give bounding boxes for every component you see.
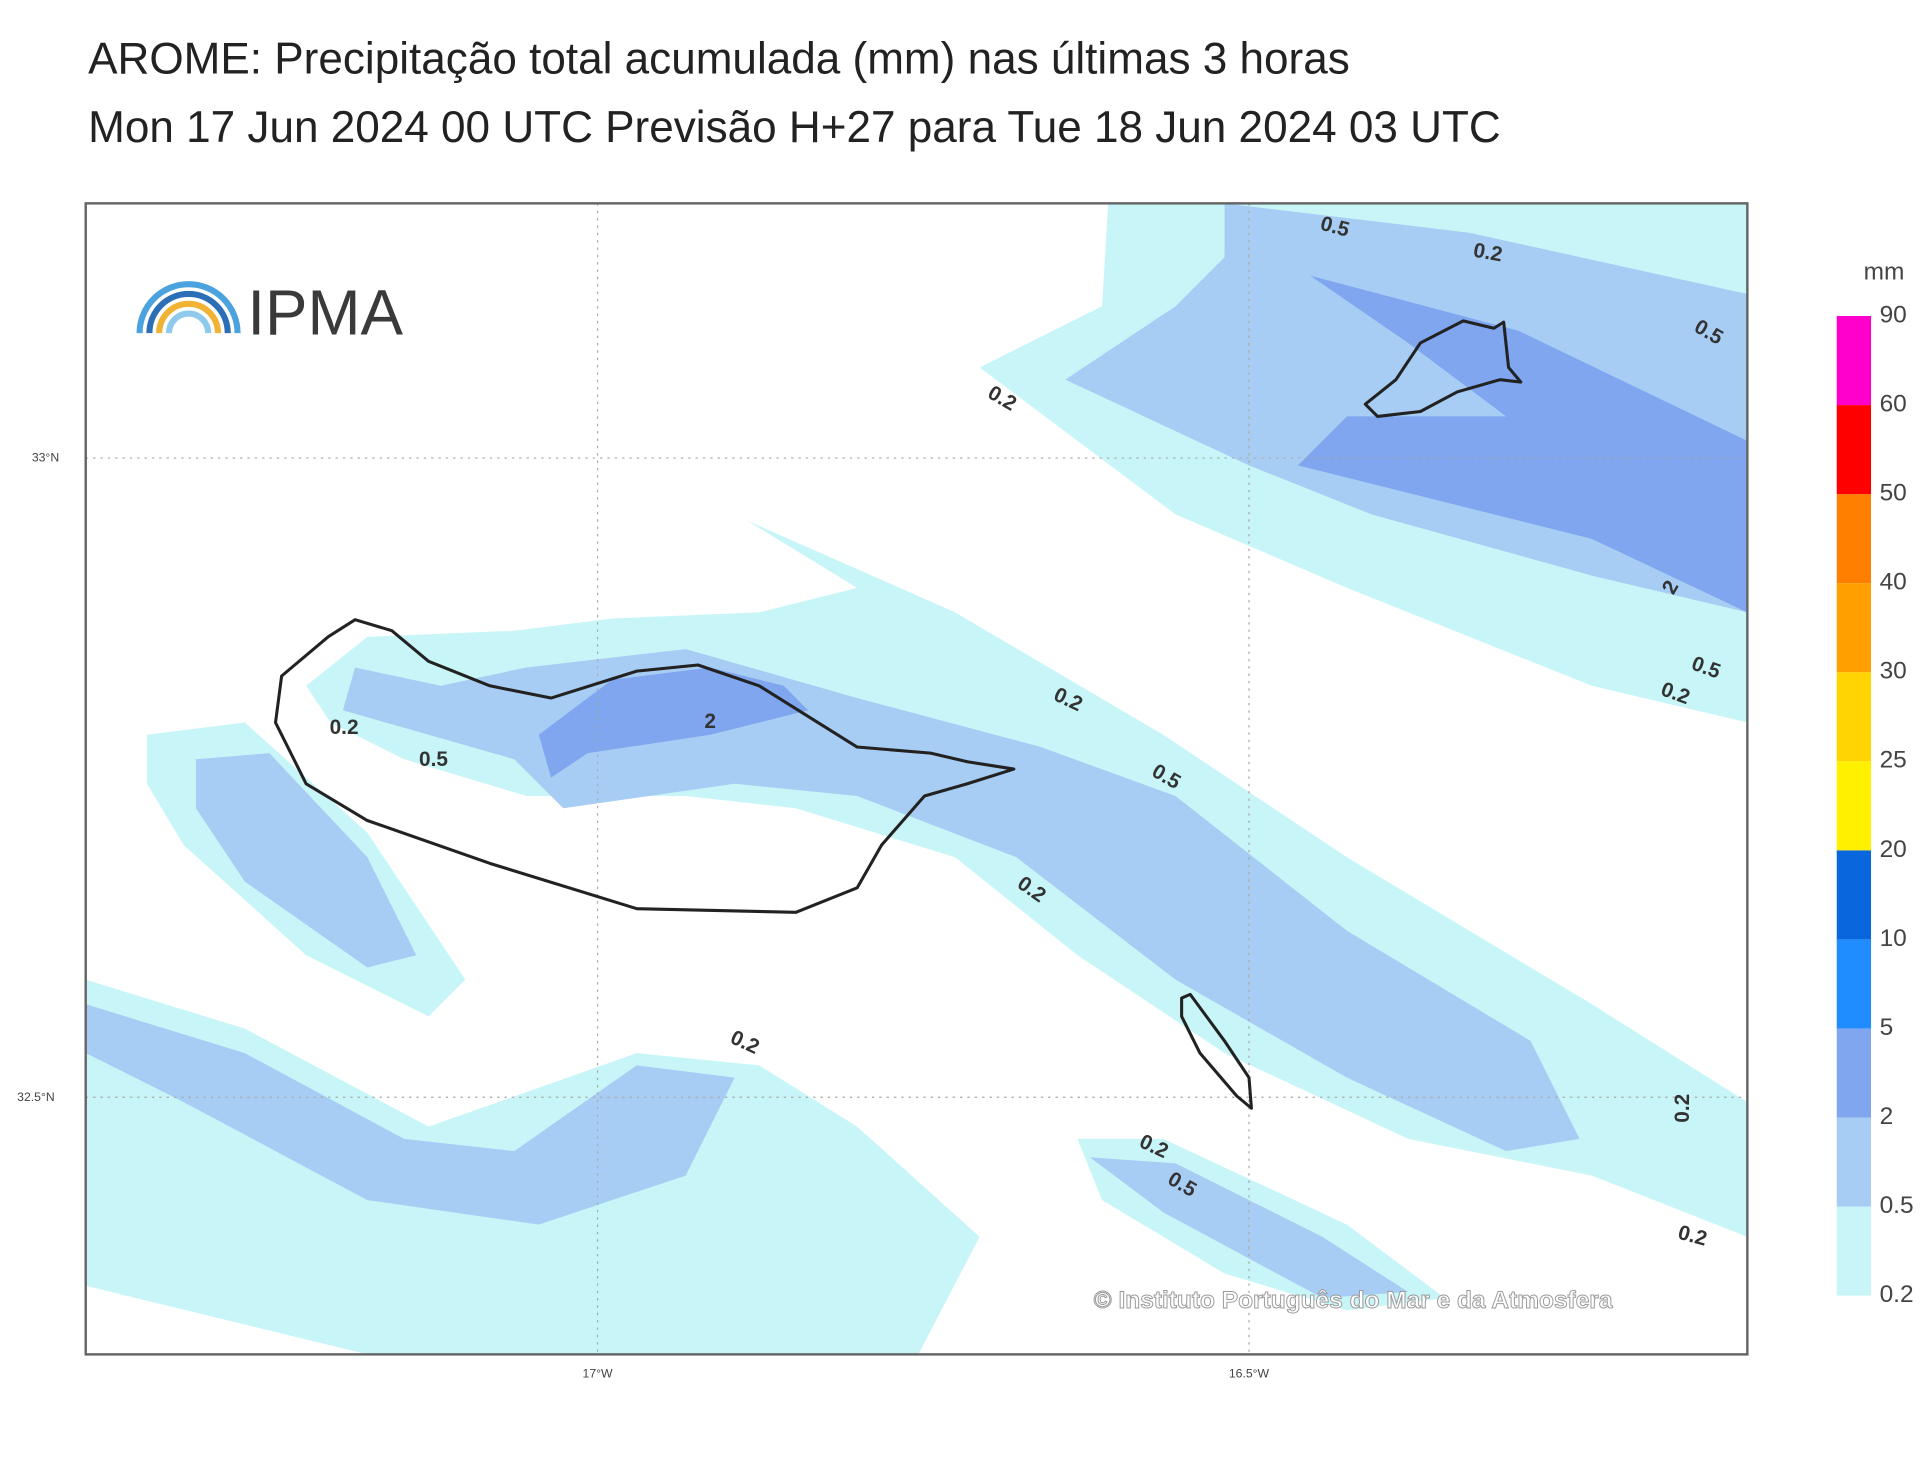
colorbar-segment: [1836, 939, 1872, 1029]
colorbar-label: 5: [1880, 1014, 1894, 1041]
colorbar-label: 50: [1880, 480, 1907, 507]
logo-text: IPMA: [247, 277, 403, 348]
colorbar-segment: [1836, 316, 1872, 406]
title: AROME: Precipitação total acumulada (mm)…: [88, 35, 1350, 84]
colorbar-label: 60: [1880, 391, 1907, 418]
lon-label: 17°W: [583, 1367, 614, 1381]
colorbar-label: 20: [1880, 836, 1907, 863]
colorbar-segment: [1836, 1206, 1872, 1296]
lon-label: 16.5°W: [1229, 1367, 1270, 1381]
colorbar-segment: [1836, 1028, 1872, 1118]
coastline: [273, 319, 1523, 1110]
colorbar-label: 2: [1880, 1103, 1894, 1130]
colorbar-label: 0.2: [1880, 1281, 1914, 1308]
colorbar-label: 40: [1880, 569, 1907, 596]
contour-label: 0.2: [1472, 239, 1504, 267]
lat-label: 33°N: [32, 451, 59, 465]
colorbar-segment: [1836, 494, 1872, 584]
copyright: © Instituto Português do Mar e da Atmosf…: [1094, 1287, 1613, 1314]
colorbar-label: 0.5: [1880, 1192, 1914, 1219]
map: IPMA 33°N 32.5°N 17°W 16.5°W © Instituto…: [17, 202, 1749, 1381]
colorbar-segment: [1836, 405, 1872, 495]
colorbar-label: 90: [1880, 301, 1907, 328]
colorbar-unit: mm: [1864, 259, 1905, 286]
colorbar-segment: [1836, 583, 1872, 673]
contour-label: 0.5: [419, 748, 448, 771]
contour-label: 0.2: [330, 716, 359, 739]
colorbar-label: 25: [1880, 747, 1907, 774]
subtitle: Mon 17 Jun 2024 00 UTC Previsão H+27 par…: [88, 103, 1501, 152]
ipma-logo: [136, 281, 241, 334]
colorbar-segment: [1836, 761, 1872, 851]
colorbar-segment: [1836, 850, 1872, 940]
lat-label: 32.5°N: [17, 1090, 55, 1104]
colorbar-segment: [1836, 672, 1872, 762]
contour-label: 0.2: [1671, 1094, 1694, 1123]
contour-label: 2: [704, 710, 716, 733]
colorbar-label: 30: [1880, 658, 1907, 685]
colorbar-label: 10: [1880, 925, 1907, 952]
colorbar-segment: [1836, 1117, 1872, 1207]
